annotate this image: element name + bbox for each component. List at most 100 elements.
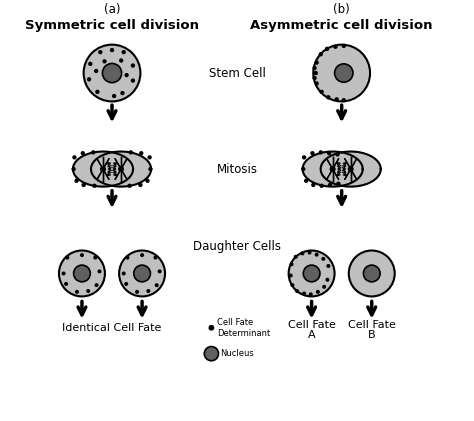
Circle shape [335,97,339,101]
Circle shape [302,291,306,296]
Circle shape [95,283,99,287]
Text: (a): (a) [104,3,120,16]
Circle shape [98,269,101,273]
Circle shape [128,184,132,188]
Circle shape [314,81,319,85]
Circle shape [148,167,153,171]
Circle shape [112,94,116,98]
Circle shape [326,278,329,282]
Circle shape [126,256,129,260]
Circle shape [102,64,122,83]
Circle shape [122,272,126,275]
Circle shape [100,167,105,171]
Circle shape [82,183,86,187]
Circle shape [95,90,100,94]
Circle shape [209,325,214,330]
Circle shape [335,64,353,82]
Circle shape [139,151,144,155]
Circle shape [319,52,323,56]
Text: Identical Cell Fate: Identical Cell Fate [63,323,162,333]
Circle shape [301,167,305,171]
Circle shape [91,150,95,155]
Circle shape [294,255,298,259]
Circle shape [322,285,326,289]
Circle shape [155,283,159,287]
Circle shape [302,155,306,160]
Circle shape [289,274,293,277]
Circle shape [315,253,319,257]
Circle shape [86,289,90,293]
Circle shape [128,150,133,155]
Circle shape [319,184,324,188]
Circle shape [65,256,69,260]
Circle shape [138,183,143,187]
Text: B: B [368,330,375,340]
Circle shape [325,47,329,51]
Circle shape [146,179,150,183]
Circle shape [92,184,97,188]
Circle shape [72,167,76,171]
Circle shape [204,346,219,361]
Circle shape [326,95,330,99]
Circle shape [74,179,79,183]
Circle shape [312,76,317,80]
Circle shape [295,289,299,293]
Circle shape [81,151,85,155]
Circle shape [64,282,68,286]
Circle shape [120,91,125,95]
Circle shape [314,61,319,65]
Text: Symmetric cell division: Symmetric cell division [25,19,199,32]
Circle shape [140,253,144,257]
Circle shape [119,59,123,63]
Circle shape [314,71,318,75]
Circle shape [289,250,335,296]
Circle shape [308,250,311,255]
Text: Mitosis: Mitosis [217,163,258,176]
Circle shape [348,167,353,171]
Circle shape [364,265,380,282]
Circle shape [342,44,346,48]
Circle shape [87,77,91,82]
Circle shape [301,251,304,256]
Circle shape [321,257,325,261]
Text: Nucleus: Nucleus [220,349,254,358]
Circle shape [73,265,91,282]
Circle shape [62,272,65,275]
Circle shape [102,59,107,64]
Circle shape [131,78,135,83]
Circle shape [93,256,97,260]
Circle shape [147,155,152,160]
Circle shape [290,262,293,266]
Circle shape [75,290,79,294]
Circle shape [335,152,340,157]
Circle shape [119,167,123,171]
Circle shape [134,265,150,282]
Circle shape [80,253,84,257]
Circle shape [316,290,320,294]
Text: Cell Fate: Cell Fate [288,320,336,330]
Circle shape [59,250,105,296]
Circle shape [72,155,77,160]
Text: A: A [308,330,315,340]
Circle shape [98,50,102,54]
Circle shape [125,73,129,77]
Circle shape [88,62,92,66]
Text: (b): (b) [333,3,350,16]
Circle shape [330,167,335,171]
Circle shape [135,290,139,294]
Text: Cell Fate: Cell Fate [348,320,396,330]
Polygon shape [320,152,381,187]
Circle shape [319,150,323,155]
Circle shape [303,265,320,282]
Circle shape [310,151,315,155]
Circle shape [304,179,309,183]
Circle shape [326,264,330,268]
Circle shape [311,183,316,187]
Circle shape [83,45,140,101]
Circle shape [119,250,165,296]
Circle shape [349,250,395,296]
Circle shape [313,45,370,101]
Circle shape [312,66,317,70]
Text: Cell Fate
Determinant: Cell Fate Determinant [217,318,271,338]
Circle shape [291,283,294,287]
